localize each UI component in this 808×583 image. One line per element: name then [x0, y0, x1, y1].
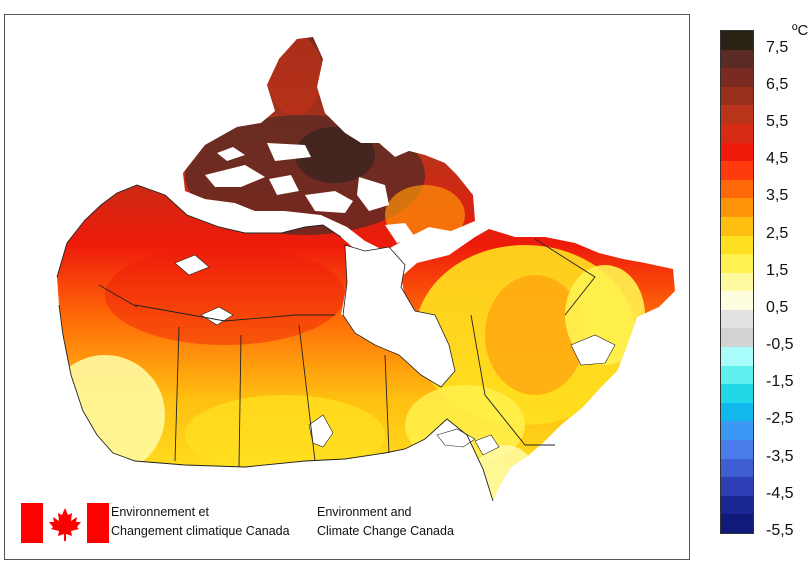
legend-tick-label: -1,5 — [766, 373, 794, 391]
legend-swatch — [721, 495, 753, 515]
legend-tick-label: -0,5 — [766, 336, 794, 354]
legend-tick-label: -2,5 — [766, 410, 794, 428]
temperature-anomaly-map — [56, 37, 675, 502]
legend-swatch — [721, 477, 753, 497]
legend-swatch — [721, 458, 753, 478]
legend-swatch — [721, 365, 753, 385]
branding-french-line1: Environnement et — [111, 505, 209, 519]
legend-swatch — [721, 254, 753, 274]
legend-tick-label: 3,5 — [766, 187, 789, 205]
legend-swatch — [721, 49, 753, 69]
legend-swatch — [721, 161, 753, 181]
map-frame: Environnement et Changement climatique C… — [4, 14, 690, 560]
branding-french: Environnement et Changement climatique C… — [111, 503, 290, 541]
legend-tick-label: 1,5 — [766, 261, 789, 279]
legend-swatch — [721, 68, 753, 88]
legend-swatch — [721, 179, 753, 199]
legend-swatch — [721, 384, 753, 404]
legend-tick-label: 4,5 — [766, 150, 789, 168]
branding-english-line1: Environment and — [317, 505, 412, 519]
hudson-bay — [342, 244, 456, 388]
legend-tick-label: 0,5 — [766, 298, 789, 316]
branding-french-line2: Changement climatique Canada — [111, 524, 290, 538]
legend-swatch — [721, 235, 753, 255]
legend-swatch — [721, 514, 753, 534]
legend-tick-label: 2,5 — [766, 224, 789, 242]
legend-unit-label: ºC — [792, 22, 808, 39]
legend-color-bar — [720, 30, 754, 534]
legend-swatch — [721, 440, 753, 460]
legend-swatch — [721, 402, 753, 422]
legend-swatch — [721, 347, 753, 367]
legend-swatch — [721, 198, 753, 218]
legend-swatch — [721, 272, 753, 292]
legend-swatch — [721, 421, 753, 441]
legend-swatch — [721, 216, 753, 236]
legend-swatch — [721, 31, 753, 51]
canada-flag-icon — [21, 503, 109, 543]
legend-tick-label: -3,5 — [766, 447, 794, 465]
branding-english: Environment and Climate Change Canada — [317, 503, 454, 541]
legend-tick-label: 5,5 — [766, 112, 789, 130]
legend-swatch — [721, 86, 753, 106]
branding-english-line2: Climate Change Canada — [317, 524, 454, 538]
legend-swatch — [721, 328, 753, 348]
legend-tick-label: -5,5 — [766, 522, 794, 539]
legend-swatch — [721, 142, 753, 162]
legend-swatch — [721, 291, 753, 311]
legend-swatch — [721, 309, 753, 329]
legend-swatch — [721, 105, 753, 125]
legend-tick-label: 6,5 — [766, 75, 789, 93]
legend-tick-label: 7,5 — [766, 38, 789, 56]
legend-swatch — [721, 123, 753, 144]
legend-tick-label: -4,5 — [766, 484, 794, 502]
